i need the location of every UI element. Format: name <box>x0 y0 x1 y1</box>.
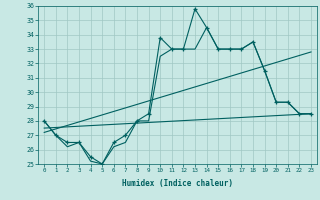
X-axis label: Humidex (Indice chaleur): Humidex (Indice chaleur) <box>122 179 233 188</box>
